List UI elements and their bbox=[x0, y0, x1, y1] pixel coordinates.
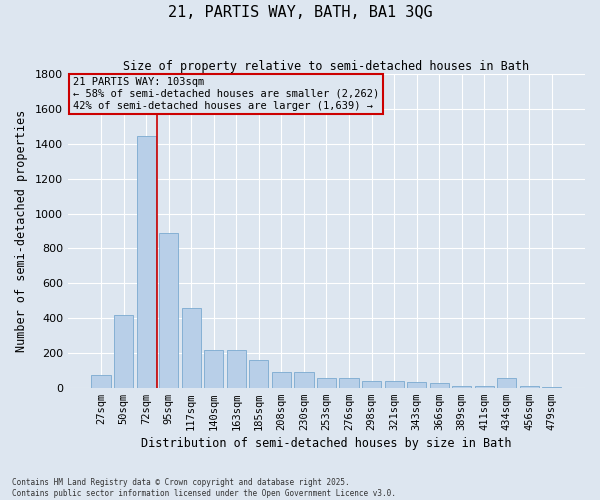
Bar bbox=[295, 372, 314, 388]
Bar bbox=[317, 378, 336, 388]
Bar bbox=[385, 380, 404, 388]
Bar bbox=[407, 382, 426, 388]
Title: Size of property relative to semi-detached houses in Bath: Size of property relative to semi-detach… bbox=[124, 60, 530, 73]
Text: Contains HM Land Registry data © Crown copyright and database right 2025.
Contai: Contains HM Land Registry data © Crown c… bbox=[12, 478, 396, 498]
Bar bbox=[91, 374, 110, 388]
Bar bbox=[204, 350, 223, 388]
Bar bbox=[520, 386, 539, 388]
Bar bbox=[430, 384, 449, 388]
Bar bbox=[542, 387, 562, 388]
Bar bbox=[249, 360, 268, 388]
Bar bbox=[114, 316, 133, 388]
Text: 21 PARTIS WAY: 103sqm
← 58% of semi-detached houses are smaller (2,262)
42% of s: 21 PARTIS WAY: 103sqm ← 58% of semi-deta… bbox=[73, 78, 379, 110]
Text: 21, PARTIS WAY, BATH, BA1 3QG: 21, PARTIS WAY, BATH, BA1 3QG bbox=[167, 5, 433, 20]
Bar bbox=[362, 380, 381, 388]
Bar bbox=[452, 386, 472, 388]
Bar bbox=[475, 386, 494, 388]
Bar bbox=[340, 378, 359, 388]
X-axis label: Distribution of semi-detached houses by size in Bath: Distribution of semi-detached houses by … bbox=[141, 437, 512, 450]
Bar bbox=[159, 232, 178, 388]
Bar bbox=[497, 378, 517, 388]
Y-axis label: Number of semi-detached properties: Number of semi-detached properties bbox=[15, 110, 28, 352]
Bar bbox=[227, 350, 246, 388]
Bar bbox=[182, 308, 201, 388]
Bar bbox=[137, 136, 155, 388]
Bar bbox=[272, 372, 291, 388]
